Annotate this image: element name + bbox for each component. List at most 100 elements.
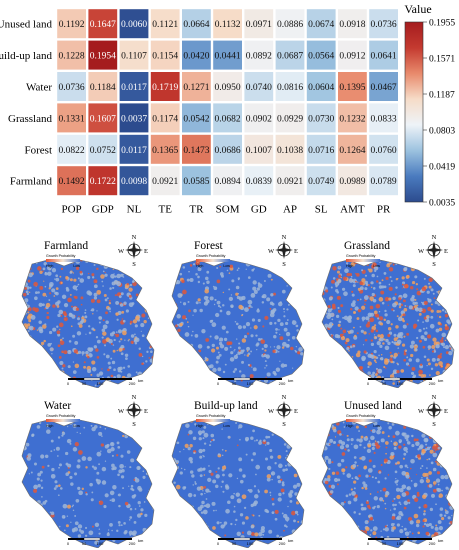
map-pixel	[373, 451, 376, 454]
map-pixel	[244, 307, 249, 313]
map-pixel	[442, 304, 445, 306]
map-pixel	[440, 474, 445, 480]
map-pixel	[338, 517, 343, 522]
map-pixel	[316, 381, 318, 383]
scale-unit: km	[138, 378, 144, 383]
map-pixel	[436, 309, 440, 314]
map-pixel	[26, 292, 30, 296]
map-pixel	[77, 322, 81, 326]
map-pixel	[427, 256, 431, 260]
map-pixel	[187, 345, 192, 350]
map-pixel	[250, 532, 255, 536]
map-pixel	[16, 520, 19, 523]
map-pixel	[448, 444, 451, 447]
map-pixel	[443, 439, 446, 442]
map-pixel	[397, 316, 403, 322]
map-pixel	[119, 303, 124, 307]
map-pixel	[124, 530, 128, 534]
cell-value-label: 0.0749	[308, 177, 334, 187]
map-pixel	[47, 265, 52, 271]
map-pixel	[351, 531, 354, 534]
map-pixel	[396, 339, 402, 345]
map-pixel	[323, 375, 325, 378]
map-pixel	[136, 297, 142, 302]
map-pixel	[28, 378, 32, 382]
scale-label: 100	[397, 541, 404, 546]
map-pixel	[404, 464, 408, 468]
map-pixel	[218, 341, 223, 346]
heatmap-cell	[213, 166, 242, 196]
map-pixel	[215, 484, 219, 489]
map-pixel	[382, 380, 385, 383]
map-pixel	[317, 478, 319, 480]
map-pixel	[25, 267, 30, 272]
map-pixel	[88, 272, 90, 275]
map-pixel	[317, 309, 319, 311]
map-pixel	[440, 278, 445, 283]
map-pixel	[295, 281, 300, 286]
map-pixel	[322, 343, 325, 346]
map-pixel	[326, 343, 329, 346]
map-pixel	[19, 415, 22, 418]
map-pixel	[410, 262, 414, 265]
map-pixel	[211, 343, 215, 348]
map-pixel	[28, 339, 31, 342]
map-pixel	[106, 443, 110, 447]
map-pixel	[382, 257, 384, 259]
map-pixel	[387, 474, 390, 476]
map-pixel	[33, 363, 35, 366]
map-pixel	[230, 522, 233, 526]
map-pixel	[146, 350, 149, 353]
map-pixel	[25, 442, 30, 447]
heatmap-cell	[338, 72, 367, 101]
map-pixel	[74, 472, 78, 476]
map-pixel	[425, 531, 430, 536]
map-pixel	[316, 419, 318, 421]
map-pixel	[96, 373, 100, 377]
map-pixel	[430, 303, 433, 306]
map-pixel	[81, 487, 85, 491]
map-pixel	[403, 443, 406, 446]
map-pixel	[249, 374, 254, 379]
map-pixel	[16, 537, 17, 538]
map-panel: Forest N S E W Growth Probability High Low 0 50 10…	[160, 230, 312, 388]
map-pixel	[25, 339, 30, 344]
map-pixel	[22, 343, 24, 346]
map-pixel	[102, 324, 108, 330]
map-pixel	[250, 350, 253, 353]
map-pixel	[37, 506, 40, 509]
map-pixel	[275, 331, 278, 334]
map-pixel	[341, 365, 345, 368]
map-pixel	[444, 509, 447, 511]
map-pixel	[116, 281, 122, 287]
map-pixel	[289, 278, 291, 281]
map-pixel	[82, 315, 84, 318]
map-pixel	[42, 292, 47, 297]
map-pixel	[266, 264, 271, 269]
map-pixel	[353, 444, 359, 450]
map-pixel	[447, 436, 452, 441]
map-pixel	[227, 500, 231, 505]
map-pixel	[362, 344, 365, 346]
map-pixel	[409, 467, 412, 470]
map-pixel	[452, 282, 454, 284]
map-pixel	[39, 470, 43, 474]
map-pixel	[335, 471, 340, 475]
map-pixel	[175, 537, 177, 540]
map-pixel	[67, 350, 72, 355]
map-pixel	[261, 295, 265, 299]
map-pixel	[341, 452, 346, 456]
map-pixel	[351, 491, 356, 496]
map-pixel	[419, 444, 424, 449]
map-pixel	[361, 269, 364, 272]
map-pixel	[96, 289, 102, 295]
map-pixel	[57, 436, 61, 439]
map-pixel	[276, 475, 281, 479]
map-pixel	[239, 438, 241, 441]
map-pixel	[295, 350, 298, 353]
map-pixel	[205, 276, 209, 281]
map-pixel	[415, 344, 417, 347]
map-pixel	[101, 280, 104, 283]
map-pixel	[135, 262, 139, 267]
map-pixel	[429, 374, 431, 376]
